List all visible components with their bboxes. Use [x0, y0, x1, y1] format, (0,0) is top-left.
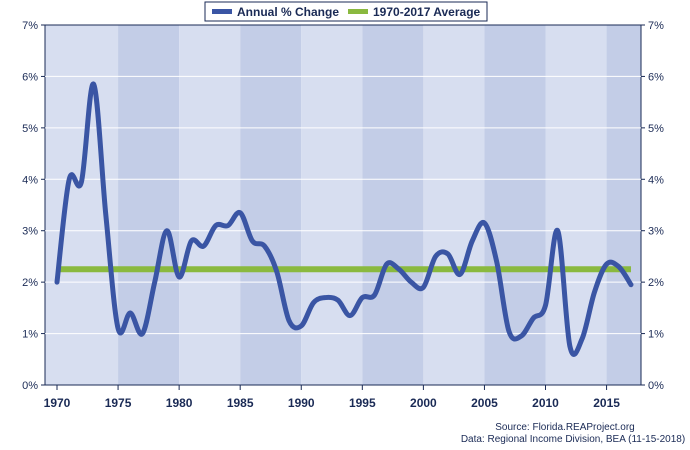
x-tick-label: 1975 [105, 396, 132, 410]
background-band [484, 25, 546, 385]
y-tick-label: 3% [648, 226, 664, 238]
x-tick-label: 2000 [410, 396, 437, 410]
x-tick-label: 1995 [349, 396, 376, 410]
y-tick-label: 1% [648, 329, 664, 341]
legend-label-average: 1970-2017 Average [373, 5, 481, 19]
y-tick-label: 7% [648, 20, 664, 32]
y-axis-left: 0% 1% 2% 3% 4% 5% 6% 7% [22, 20, 45, 392]
x-tick-label: 2010 [532, 396, 559, 410]
x-tick-label: 2005 [471, 396, 498, 410]
background-band [179, 25, 241, 385]
x-tick-label: 1980 [166, 396, 193, 410]
x-tick-label: 1970 [44, 396, 71, 410]
y-tick-label: 7% [22, 20, 38, 32]
y-tick-label: 6% [22, 71, 38, 83]
legend: Annual % Change 1970-2017 Average [204, 1, 488, 22]
y-tick-label: 0% [22, 380, 38, 392]
y-tick-label: 5% [22, 123, 38, 135]
y-tick-label: 5% [648, 123, 664, 135]
legend-box [204, 1, 488, 22]
y-tick-label: 6% [648, 71, 664, 83]
y-tick-label: 2% [22, 277, 38, 289]
background-band [118, 25, 180, 385]
data-note: Data: Regional Income Division, BEA (11-… [461, 434, 685, 445]
y-tick-label: 1% [22, 329, 38, 341]
x-tick-label: 2015 [593, 396, 620, 410]
legend-label-annual: Annual % Change [237, 5, 339, 19]
y-tick-label: 4% [648, 174, 664, 186]
background-band [606, 25, 641, 385]
y-tick-label: 0% [648, 380, 664, 392]
series-line-annual [54, 81, 634, 357]
x-tick-label: 1985 [227, 396, 254, 410]
background-band [545, 25, 607, 385]
y-axis-right: 0% 1% 2% 3% 4% 5% 6% 7% [641, 20, 664, 392]
y-tick-label: 4% [22, 174, 38, 186]
series-layer [54, 81, 634, 357]
background-band [362, 25, 424, 385]
x-tick-label: 1990 [288, 396, 315, 410]
y-tick-label: 2% [648, 277, 664, 289]
y-tick-label: 3% [22, 226, 38, 238]
x-axis: 1970 1975 1980 1985 1990 1995 2000 2005 2010 2015 [44, 385, 620, 410]
background-band [301, 25, 363, 385]
background-bands [44, 24, 642, 386]
background-band [423, 25, 485, 385]
source-note: Source: Florida.REAProject.org [495, 422, 635, 433]
background-band [240, 25, 302, 385]
plot-frame [44, 24, 642, 386]
